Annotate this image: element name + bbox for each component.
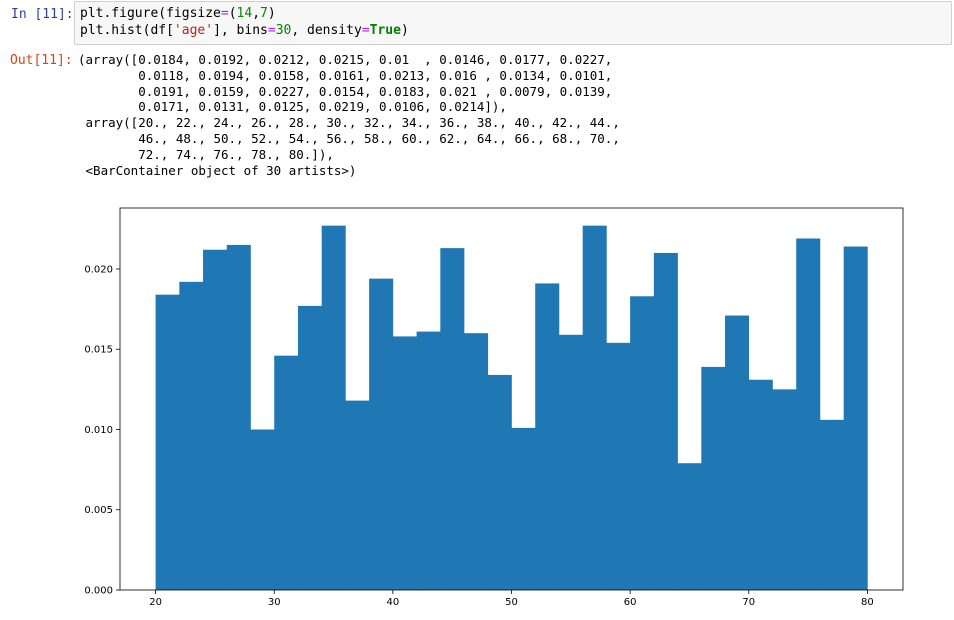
code-token: 7 <box>260 6 268 21</box>
histogram-bar <box>511 427 536 590</box>
histogram-bar <box>653 252 678 591</box>
histogram-bar <box>487 374 512 590</box>
y-tick-label: 0.005 <box>84 505 113 516</box>
code-line: plt.figure(figsize=(14,7) <box>80 6 276 22</box>
histogram-bar <box>582 225 607 590</box>
y-axis: 0.000 0.005 0.010 0.015 0.020 <box>84 264 120 597</box>
histogram-bar <box>345 400 370 590</box>
x-tick-label: 30 <box>268 597 281 608</box>
output-line: 0.0118, 0.0194, 0.0158, 0.0161, 0.0213, … <box>78 67 613 83</box>
histogram-bar <box>630 296 655 590</box>
histogram-bar <box>701 366 726 590</box>
code-token: ) <box>400 23 409 38</box>
code-token: 'age' <box>173 23 214 38</box>
code-token: ], bins <box>213 23 268 38</box>
histogram-bar <box>226 244 251 591</box>
histogram-bar <box>748 379 773 590</box>
histogram-bar <box>203 249 228 591</box>
code-token: 30 <box>275 23 292 38</box>
output-line: 0.0171, 0.0131, 0.0125, 0.0219, 0.0106, … <box>78 99 507 115</box>
code-token: 14 <box>236 6 253 21</box>
x-tick-label: 80 <box>861 597 874 608</box>
x-axis: 20 30 40 50 60 70 80 <box>149 590 874 608</box>
histogram-bar <box>369 278 394 590</box>
x-tick-label: 50 <box>505 597 518 608</box>
histogram-bar <box>321 225 346 590</box>
output-line: 46., 48., 50., 52., 54., 56., 58., 60., … <box>78 130 620 146</box>
code-token: , <box>252 6 261 21</box>
output-line: array([20., 22., 24., 26., 28., 30., 32.… <box>78 115 620 131</box>
histogram-bar <box>440 248 465 591</box>
code-token: , density <box>291 23 362 38</box>
input-prompt: In [11]: <box>11 7 74 22</box>
code-token: plt.figure(figsize <box>80 6 221 21</box>
output-prompt: Out[11]: <box>10 53 73 68</box>
y-tick-label: 0.010 <box>84 425 113 436</box>
histogram-bar <box>250 429 275 590</box>
x-tick-label: 70 <box>742 597 755 608</box>
y-tick-label: 0.020 <box>84 264 113 275</box>
x-tick-label: 60 <box>624 597 637 608</box>
output-line: 72., 74., 76., 78., 80.]), <box>78 146 334 162</box>
code-line: plt.hist(df['age'], bins=30, density=Tru… <box>80 23 409 39</box>
code-token: ( <box>228 6 237 21</box>
x-tick-label: 20 <box>149 597 162 608</box>
histogram-bar <box>464 333 489 590</box>
code-token: = <box>361 23 370 38</box>
histogram-bar <box>677 463 702 590</box>
histogram-bar <box>274 355 299 590</box>
output-line: 0.0191, 0.0159, 0.0227, 0.0154, 0.0183, … <box>78 83 613 99</box>
histogram-bar <box>297 305 322 590</box>
histogram-bar <box>772 389 797 590</box>
histogram-bar <box>155 294 180 590</box>
histogram-bar <box>392 336 417 590</box>
histogram-bar <box>535 283 560 590</box>
code-token: plt.hist(df[ <box>80 23 174 38</box>
histogram-bar <box>179 281 204 590</box>
code-input-area[interactable]: plt.figure(figsize=(14,7) plt.hist(df['a… <box>74 1 952 45</box>
code-token: = <box>220 6 229 21</box>
y-tick-label: 0.015 <box>84 345 113 356</box>
y-tick-label: 0.000 <box>84 586 113 597</box>
histogram-bar <box>416 331 441 590</box>
output-line: (array([0.0184, 0.0192, 0.0212, 0.0215, … <box>78 52 613 67</box>
histogram-bar <box>796 238 821 591</box>
bars-group <box>155 225 868 591</box>
x-tick-label: 40 <box>386 597 399 608</box>
histogram-bar <box>558 334 583 590</box>
code-token: = <box>267 23 276 38</box>
output-text: (array([0.0184, 0.0192, 0.0212, 0.0215, … <box>78 52 620 178</box>
output-line: <BarContainer object of 30 artists>) <box>78 162 357 178</box>
histogram-bar <box>843 246 868 591</box>
histogram-bar <box>819 419 844 590</box>
histogram-bar <box>606 342 631 590</box>
code-token: True <box>369 23 401 38</box>
code-token: ) <box>267 6 276 21</box>
histogram-bar <box>725 315 750 590</box>
